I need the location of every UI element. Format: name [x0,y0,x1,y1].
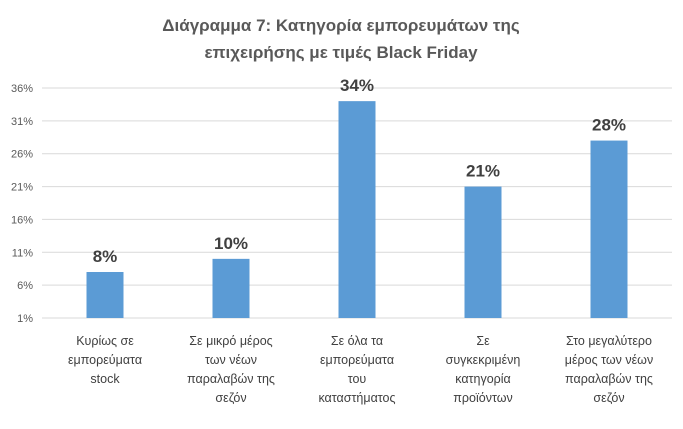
y-tick-label: 26% [11,149,33,161]
category-label: Κυρίως σε εμπορεύματα stock [68,334,142,386]
bar [464,186,502,318]
chart-title-line-2: επιχειρήσης με τιμές Black Friday [204,43,478,62]
bar [590,140,628,318]
y-tick-label: 31% [11,116,33,128]
bars [86,101,628,319]
y-axis-tick-labels: 1% 6% 11% 16% 21% 26% 31% 36% [11,83,33,325]
y-tick-label: 6% [17,280,33,292]
category-label: Σε συγκεκριμένη κατηγορία προϊόντων [446,334,521,405]
y-tick-label: 1% [17,313,33,325]
y-tick-label: 16% [11,214,33,226]
y-tick-label: 36% [11,83,33,95]
category-label: Σε μικρό μέρος των νέων παραλαβών της σεζόν [187,334,275,405]
data-labels: 8% 10% 34% 21% 28% [93,76,626,266]
y-tick-label: 21% [11,182,33,194]
category-label: Σε όλα τα εμπορεύματα του καταστήματος [318,334,395,405]
bar [338,101,376,319]
data-label: 10% [214,234,248,253]
data-label: 34% [340,76,374,95]
bar [86,272,124,318]
data-label: 21% [466,162,500,181]
chart-title-line-1: Διάγραμμα 7: Κατηγορία εμπορευμάτων της [162,16,520,35]
data-label: 8% [93,247,118,266]
data-label: 28% [592,116,626,135]
y-tick-label: 11% [12,247,33,259]
bar [212,258,250,318]
category-label: Στο μεγαλύτερο μέρος των νέων παραλαβών τη… [565,334,653,405]
category-labels: Κυρίως σε εμπορεύματα stock Σε μικρό μέρος τ… [68,334,653,405]
